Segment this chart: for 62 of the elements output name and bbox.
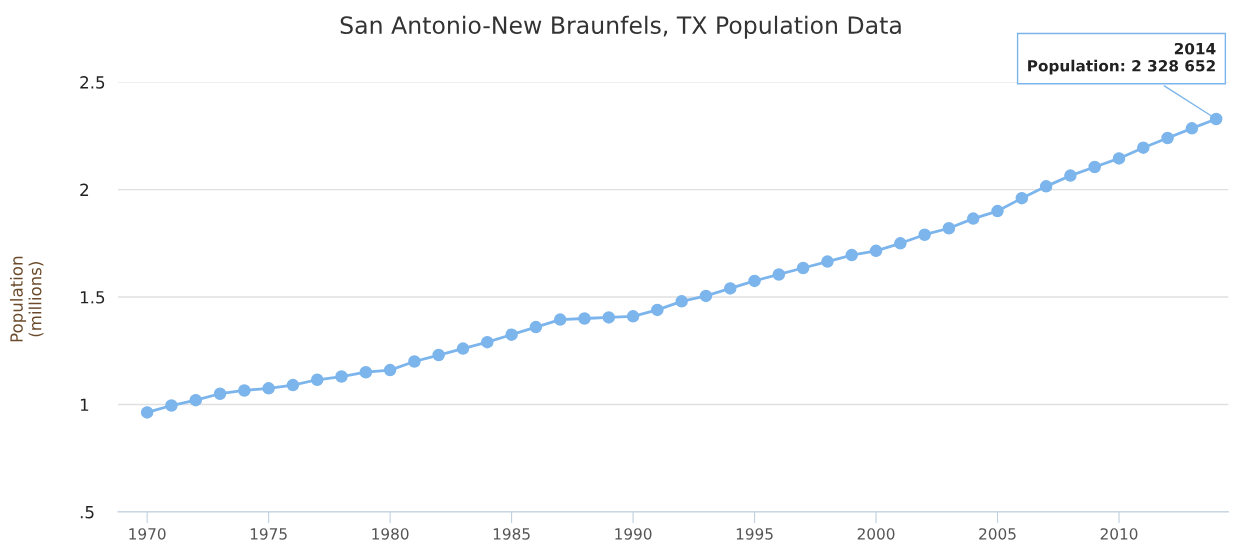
annotation: 2014 Population: 2 328 652 (1028, 42, 1216, 75)
x-tick-label: 1970 (129, 528, 166, 540)
chart-title: San Antonio-New Braunfels, TX Population Data (340, 15, 901, 39)
point (1185, 122, 1199, 135)
point (699, 289, 713, 303)
point (966, 212, 980, 225)
point (262, 382, 275, 395)
point (432, 348, 445, 362)
x-tick-label: 2005 (979, 528, 1016, 540)
point (675, 295, 688, 308)
point (529, 320, 543, 334)
point (310, 373, 324, 387)
point (408, 355, 421, 368)
point (845, 248, 858, 262)
x-tick-label: 2000 (857, 528, 895, 540)
point (724, 282, 737, 295)
point (1209, 112, 1223, 126)
point (213, 387, 227, 400)
point (286, 378, 300, 392)
point (335, 370, 348, 383)
point (1088, 160, 1101, 174)
point (359, 365, 373, 379)
point (942, 222, 956, 235)
point (505, 328, 518, 341)
point (189, 393, 202, 407)
point (1161, 131, 1174, 145)
y-tick-label: 2.5 (80, 76, 105, 89)
point (602, 311, 616, 324)
point (165, 399, 178, 412)
point (1039, 180, 1053, 193)
point (456, 342, 470, 355)
point (481, 335, 494, 349)
point (796, 261, 810, 275)
x-tick-label: 1980 (372, 528, 409, 540)
point (1112, 152, 1126, 165)
point (383, 363, 397, 377)
point (1137, 141, 1150, 154)
y-tick-label: .5 (80, 506, 94, 519)
x-tick-label: 2010 (1100, 528, 1138, 540)
y-tick-label: 1.5 (80, 291, 105, 304)
point (821, 255, 834, 268)
point (991, 204, 1004, 218)
point (140, 406, 154, 419)
point (1064, 169, 1077, 182)
point (651, 303, 664, 317)
point (1015, 191, 1029, 205)
point (578, 312, 591, 325)
y-tick-label: 2 (80, 183, 89, 196)
x-tick-label: 1990 (615, 528, 652, 540)
point (553, 313, 567, 326)
point (772, 268, 786, 281)
y-tick-label: 1 (80, 398, 89, 411)
x-tick-label: 1975 (250, 528, 287, 540)
x-tick-label: 1995 (736, 528, 773, 540)
point (238, 384, 251, 397)
point (918, 228, 931, 241)
y-axis-title: Population (millions) (9, 256, 44, 342)
point (869, 244, 883, 258)
x-tick-label: 1985 (493, 528, 530, 540)
point (748, 274, 761, 288)
point (626, 310, 640, 323)
point (894, 237, 907, 250)
